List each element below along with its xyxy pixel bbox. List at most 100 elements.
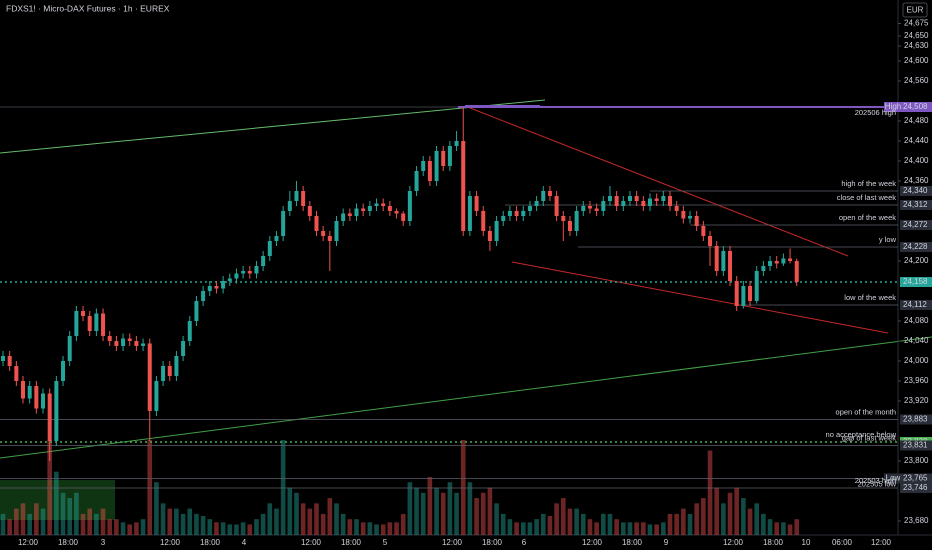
level-note: open of the week xyxy=(839,213,896,222)
candle-body xyxy=(581,206,586,211)
candle-body xyxy=(214,286,219,289)
volume-bar xyxy=(681,508,686,535)
level-note: low of the week xyxy=(844,293,896,302)
candle-body xyxy=(654,198,659,201)
candle-body xyxy=(527,206,532,211)
y-tick-label: 24,200 xyxy=(904,256,929,265)
volume-bar xyxy=(687,513,693,535)
y-tick-label: 24,560 xyxy=(904,76,929,85)
candle-body xyxy=(494,221,499,241)
volume-bar xyxy=(380,524,386,535)
volume-bar xyxy=(661,522,666,535)
candle-body xyxy=(101,313,106,336)
volume-bar xyxy=(627,522,633,535)
x-tick-label: 18:00 xyxy=(341,538,362,547)
candle-body xyxy=(481,211,486,231)
y-tick-label: 24,600 xyxy=(904,56,929,65)
candle-body xyxy=(87,316,92,331)
volume-bar xyxy=(727,492,733,535)
candle-body xyxy=(47,393,52,441)
volume-bar xyxy=(520,522,526,535)
candle-body xyxy=(187,321,192,341)
candle-body xyxy=(681,211,686,219)
volume-bar xyxy=(514,522,519,535)
volume-bar xyxy=(707,450,713,535)
trend-line xyxy=(464,105,849,257)
candle-body xyxy=(167,366,172,376)
price-tag-label: 23,831 xyxy=(903,441,928,450)
volume-bar xyxy=(601,513,606,535)
candle-body xyxy=(267,241,272,256)
volume-bar xyxy=(267,503,273,535)
volume-bar xyxy=(260,513,266,535)
volume-bar xyxy=(747,508,753,535)
candle-body xyxy=(761,266,766,271)
candle-body xyxy=(54,381,59,441)
volume-bar xyxy=(540,513,546,535)
x-tick-label: 12:00 xyxy=(723,538,744,547)
candle-body xyxy=(541,191,546,201)
x-tick-label: 18:00 xyxy=(763,538,784,547)
volume-bar xyxy=(87,508,93,535)
price-tag xyxy=(900,186,932,196)
volume-bar xyxy=(67,498,72,535)
candle-body xyxy=(354,208,359,216)
price-tag-label: 24,508 xyxy=(903,102,928,111)
candle-body xyxy=(407,191,412,221)
volume-bar xyxy=(200,516,206,535)
volume-bar xyxy=(340,513,346,535)
volume-bar xyxy=(320,513,326,535)
candle-body xyxy=(507,211,512,216)
volume-bar xyxy=(754,503,760,535)
volume-bar xyxy=(174,508,179,535)
volume-bar xyxy=(214,522,219,535)
x-tick-label: 10 xyxy=(802,538,811,547)
volume-bar xyxy=(147,440,153,535)
volume-bar xyxy=(534,519,539,535)
candle-body xyxy=(394,211,399,214)
price-tag xyxy=(900,483,932,493)
candle-body xyxy=(154,381,159,411)
volume-bar xyxy=(20,503,26,535)
currency[interactable]: EUR xyxy=(907,6,924,15)
x-tick-label: 12:00 xyxy=(582,538,603,547)
volume-bar xyxy=(634,522,639,535)
candle-body xyxy=(341,213,346,221)
candle-body xyxy=(728,251,733,281)
candle-body xyxy=(768,261,773,266)
candle-body xyxy=(794,261,799,282)
volume-bar xyxy=(494,503,499,535)
volume-bar xyxy=(667,513,673,535)
x-tick-label: 12:00 xyxy=(301,538,322,547)
y-tick-label: 24,400 xyxy=(904,156,929,165)
candle-body xyxy=(668,196,672,206)
volume-bar xyxy=(767,519,773,535)
volume-bar xyxy=(220,522,226,535)
x-tick-label: 3 xyxy=(101,538,106,547)
y-tick-label: 23,800 xyxy=(904,456,929,465)
candle-body xyxy=(327,236,332,241)
volume-bar xyxy=(614,519,619,535)
candle-body xyxy=(134,341,139,346)
chart-title: FDXS1! · Micro-DAX Futures · 1h · EUREX xyxy=(6,3,170,13)
y-tick-label: 24,630 xyxy=(904,41,929,50)
volume-bar xyxy=(234,524,239,535)
volume-bar xyxy=(774,522,780,535)
level-note: close of last week xyxy=(837,193,896,202)
volume-bar xyxy=(120,522,126,535)
y-tick-label: 23,960 xyxy=(904,376,929,385)
candle-body xyxy=(514,211,519,216)
y-tick-label: 23,680 xyxy=(904,516,929,525)
candle-body xyxy=(661,196,666,201)
currency-box[interactable] xyxy=(902,2,928,18)
volume-bar xyxy=(560,498,566,535)
volume-bar xyxy=(781,522,786,535)
volume-bar xyxy=(787,524,793,535)
x-tick-label: 18:00 xyxy=(622,538,643,547)
candle-body xyxy=(414,171,419,191)
volume-bar xyxy=(394,522,399,535)
volume-bar xyxy=(274,508,279,535)
candle-body xyxy=(454,141,459,146)
